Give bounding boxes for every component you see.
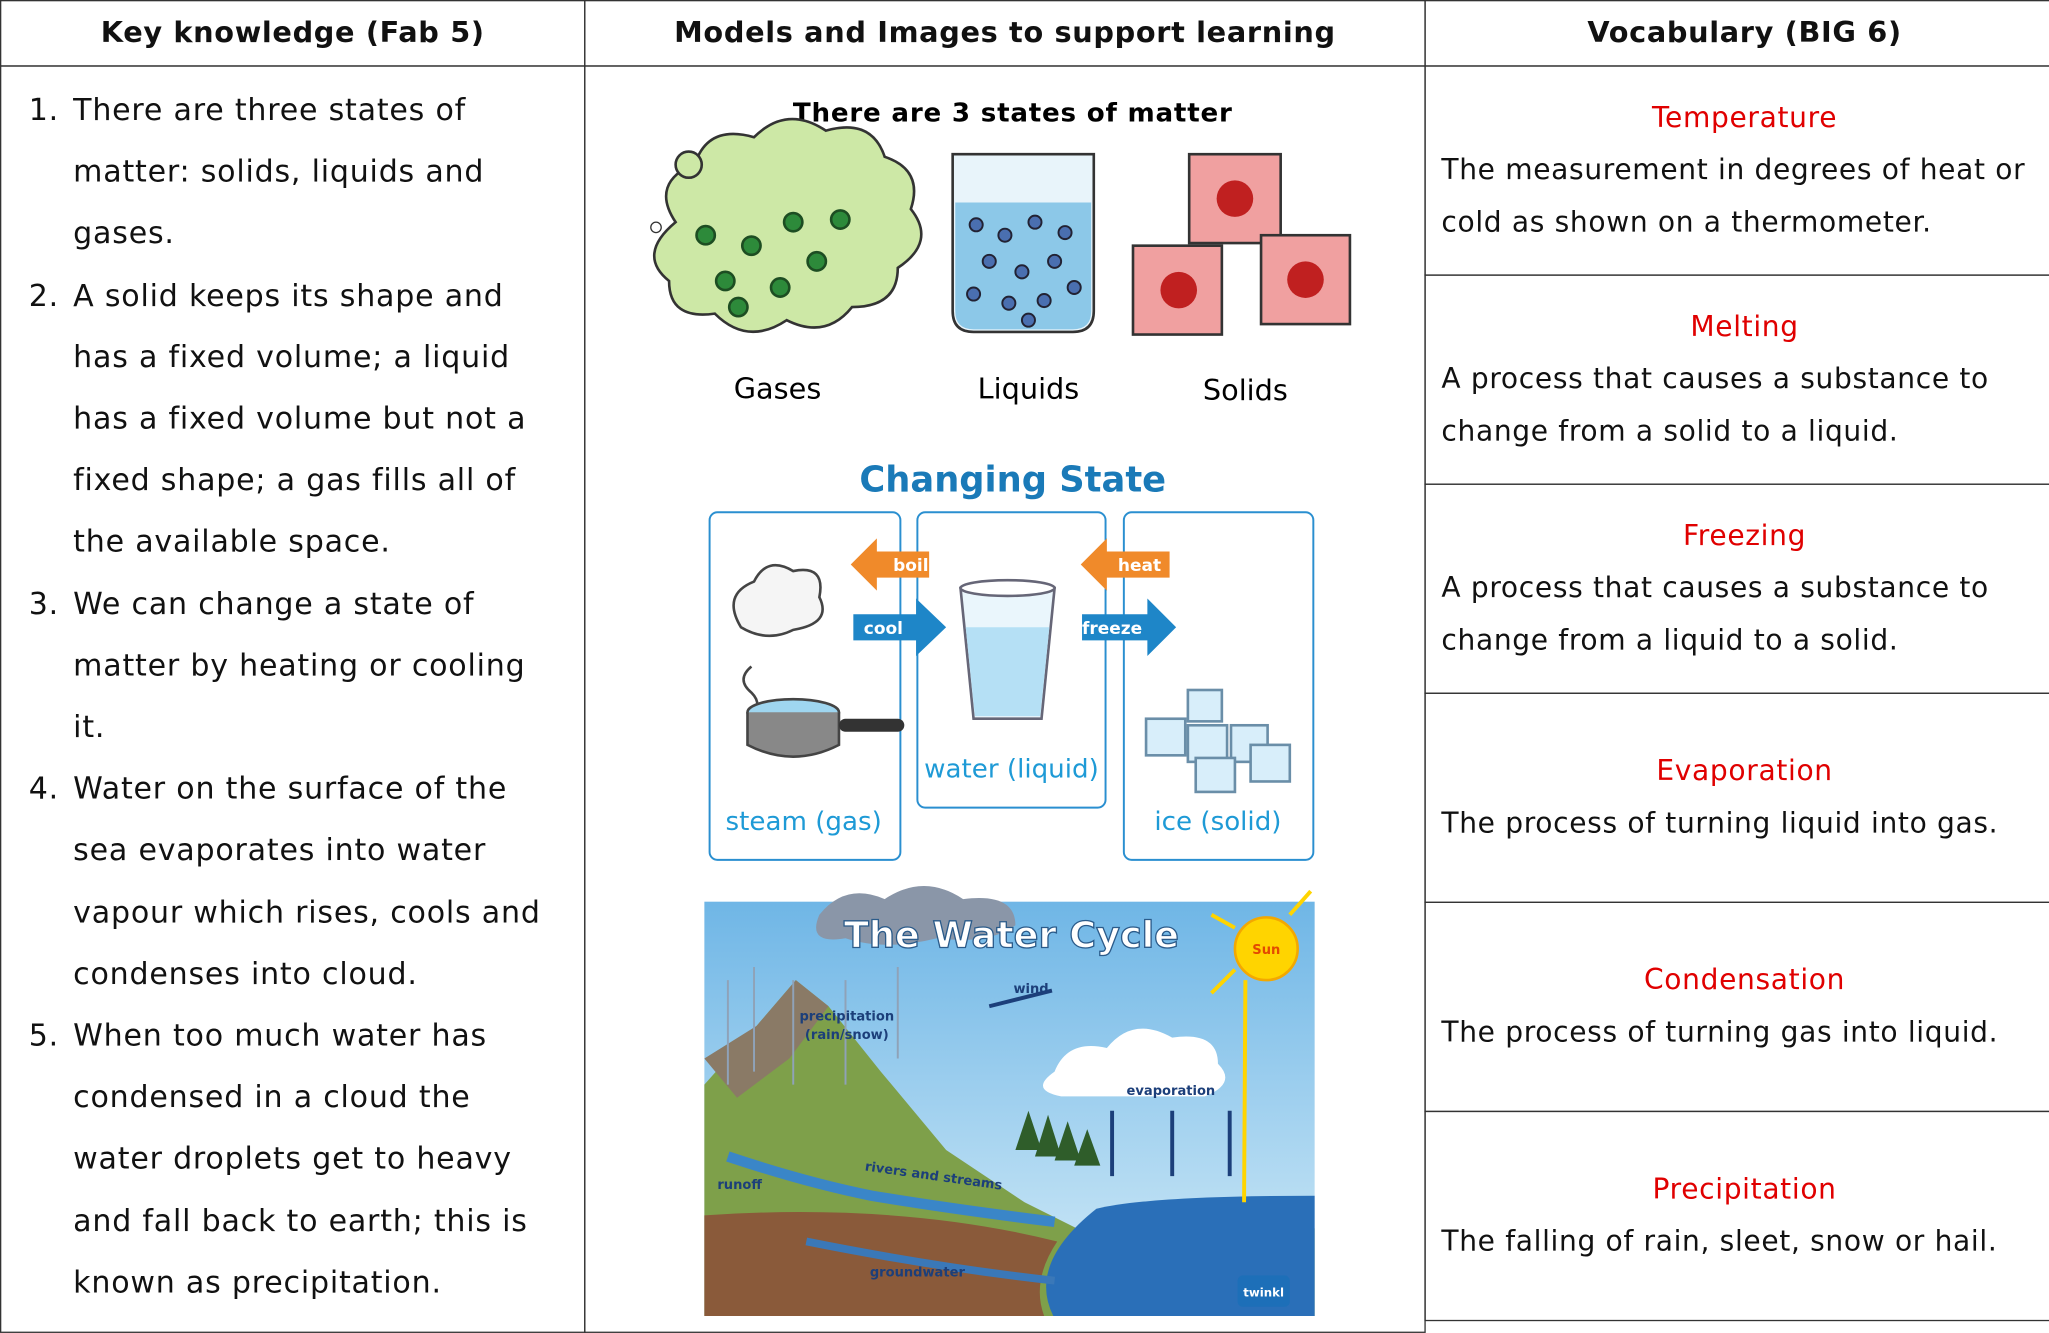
item-text: When too much water has condensed in a c… xyxy=(73,1006,566,1314)
item-text: There are three states of matter: solids… xyxy=(73,81,566,266)
vocabulary-cell: Evaporation The process of turning liquid… xyxy=(1424,693,2049,903)
worksheet: Key knowledge (Fab 5) Models and Images … xyxy=(0,0,2049,1316)
vocabulary-term: Freezing xyxy=(1441,520,2049,553)
vocabulary-term: Melting xyxy=(1441,311,2049,344)
header-text: Models and Images to support learning xyxy=(674,17,1336,50)
list-item: 4.Water on the surface of the sea evapor… xyxy=(29,760,566,1007)
list-item: 1.There are three states of matter: soli… xyxy=(29,81,566,266)
diagram-label: wind xyxy=(1013,982,1048,997)
diagram-label: precipitation xyxy=(799,1010,894,1025)
list-item: 5.When too much water has condensed in a… xyxy=(29,1006,566,1314)
arrow-label: freeze xyxy=(1082,619,1142,639)
vocabulary-term: Temperature xyxy=(1441,102,2049,135)
header-text: Vocabulary (BIG 6) xyxy=(1587,17,1901,50)
vocabulary-definition: A process that causes a substance to cha… xyxy=(1441,354,2049,459)
vocabulary-term: Condensation xyxy=(1441,964,2049,997)
solid-illustration xyxy=(1133,154,1350,334)
vocabulary-definition: The falling of rain, sleet, snow or hail… xyxy=(1441,1217,2049,1269)
header-cell: Vocabulary (BIG 6) xyxy=(1424,0,2049,67)
item-text: A solid keeps its shape and has a fixed … xyxy=(73,266,566,574)
key-knowledge-list: 1.There are three states of matter: soli… xyxy=(0,65,584,1314)
image-label: Gases xyxy=(734,372,822,406)
vocabulary-cell: Temperature The measurement in degrees of… xyxy=(1424,65,2049,275)
arrow-label: boil xyxy=(893,556,928,576)
vocabulary-definition: The measurement in degrees of heat or co… xyxy=(1441,145,2049,250)
state-label: ice (solid) xyxy=(1154,807,1281,837)
item-number: 1. xyxy=(29,81,73,266)
arrow-label: heat xyxy=(1118,556,1161,576)
item-text: Water on the surface of the sea evaporat… xyxy=(73,760,566,1007)
page: {"header": ["Key knowledge (Fab 5)", "Mo… xyxy=(0,0,2049,1316)
state-label: water (liquid) xyxy=(924,755,1099,785)
vocabulary-cell: Precipitation The falling of rain, sleet,… xyxy=(1424,1111,2049,1321)
diagram-label: (rain/snow) xyxy=(805,1028,889,1043)
liquid-illustration xyxy=(953,154,1094,332)
vocabulary-definition: A process that causes a substance to cha… xyxy=(1441,563,2049,668)
list-item: 3.We can change a state of matter by hea… xyxy=(29,575,566,760)
vocabulary-cell: Melting A process that causes a substance… xyxy=(1424,274,2049,484)
image-label: Liquids xyxy=(978,372,1080,406)
gas-illustration xyxy=(651,119,922,332)
vocabulary-cell: Condensation The process of turning gas i… xyxy=(1424,902,2049,1112)
vocabulary-term: Evaporation xyxy=(1441,755,2049,788)
arrow-label: cool xyxy=(864,619,903,639)
vocabulary-cell: Freezing A process that causes a substanc… xyxy=(1424,484,2049,694)
item-number: 5. xyxy=(29,1006,73,1314)
vocabulary-term: Precipitation xyxy=(1441,1174,2049,1207)
image-title: There are 3 states of matter xyxy=(793,99,1233,129)
diagram-label: evaporation xyxy=(1127,1084,1216,1099)
vocabulary-definition: The process of turning gas into liquid. xyxy=(1441,1008,2049,1060)
brand-label: twinkl xyxy=(1243,1285,1284,1299)
state-label: steam (gas) xyxy=(726,807,882,837)
header-cell: Key knowledge (Fab 5) xyxy=(0,0,585,67)
diagram-label: Sun xyxy=(1252,943,1280,958)
models-images: There are 3 states of matter Gases Liqui… xyxy=(584,65,1424,1316)
list-item: 2.A solid keeps its shape and has a fixe… xyxy=(29,266,566,574)
item-text: We can change a state of matter by heati… xyxy=(73,575,566,760)
header-text: Key knowledge (Fab 5) xyxy=(101,17,485,50)
item-number: 2. xyxy=(29,266,73,574)
diagram-label: runoff xyxy=(717,1178,762,1193)
vocabulary-definition: The process of turning liquid into gas. xyxy=(1441,798,2049,850)
image-title: Changing State xyxy=(859,459,1166,500)
item-number: 3. xyxy=(29,575,73,760)
header-cell: Models and Images to support learning xyxy=(584,0,1426,67)
image-title: The Water Cycle xyxy=(844,913,1179,956)
diagram-label: groundwater xyxy=(870,1266,966,1281)
item-number: 4. xyxy=(29,760,73,1007)
image-label: Solids xyxy=(1203,373,1288,407)
glass xyxy=(960,580,1054,719)
